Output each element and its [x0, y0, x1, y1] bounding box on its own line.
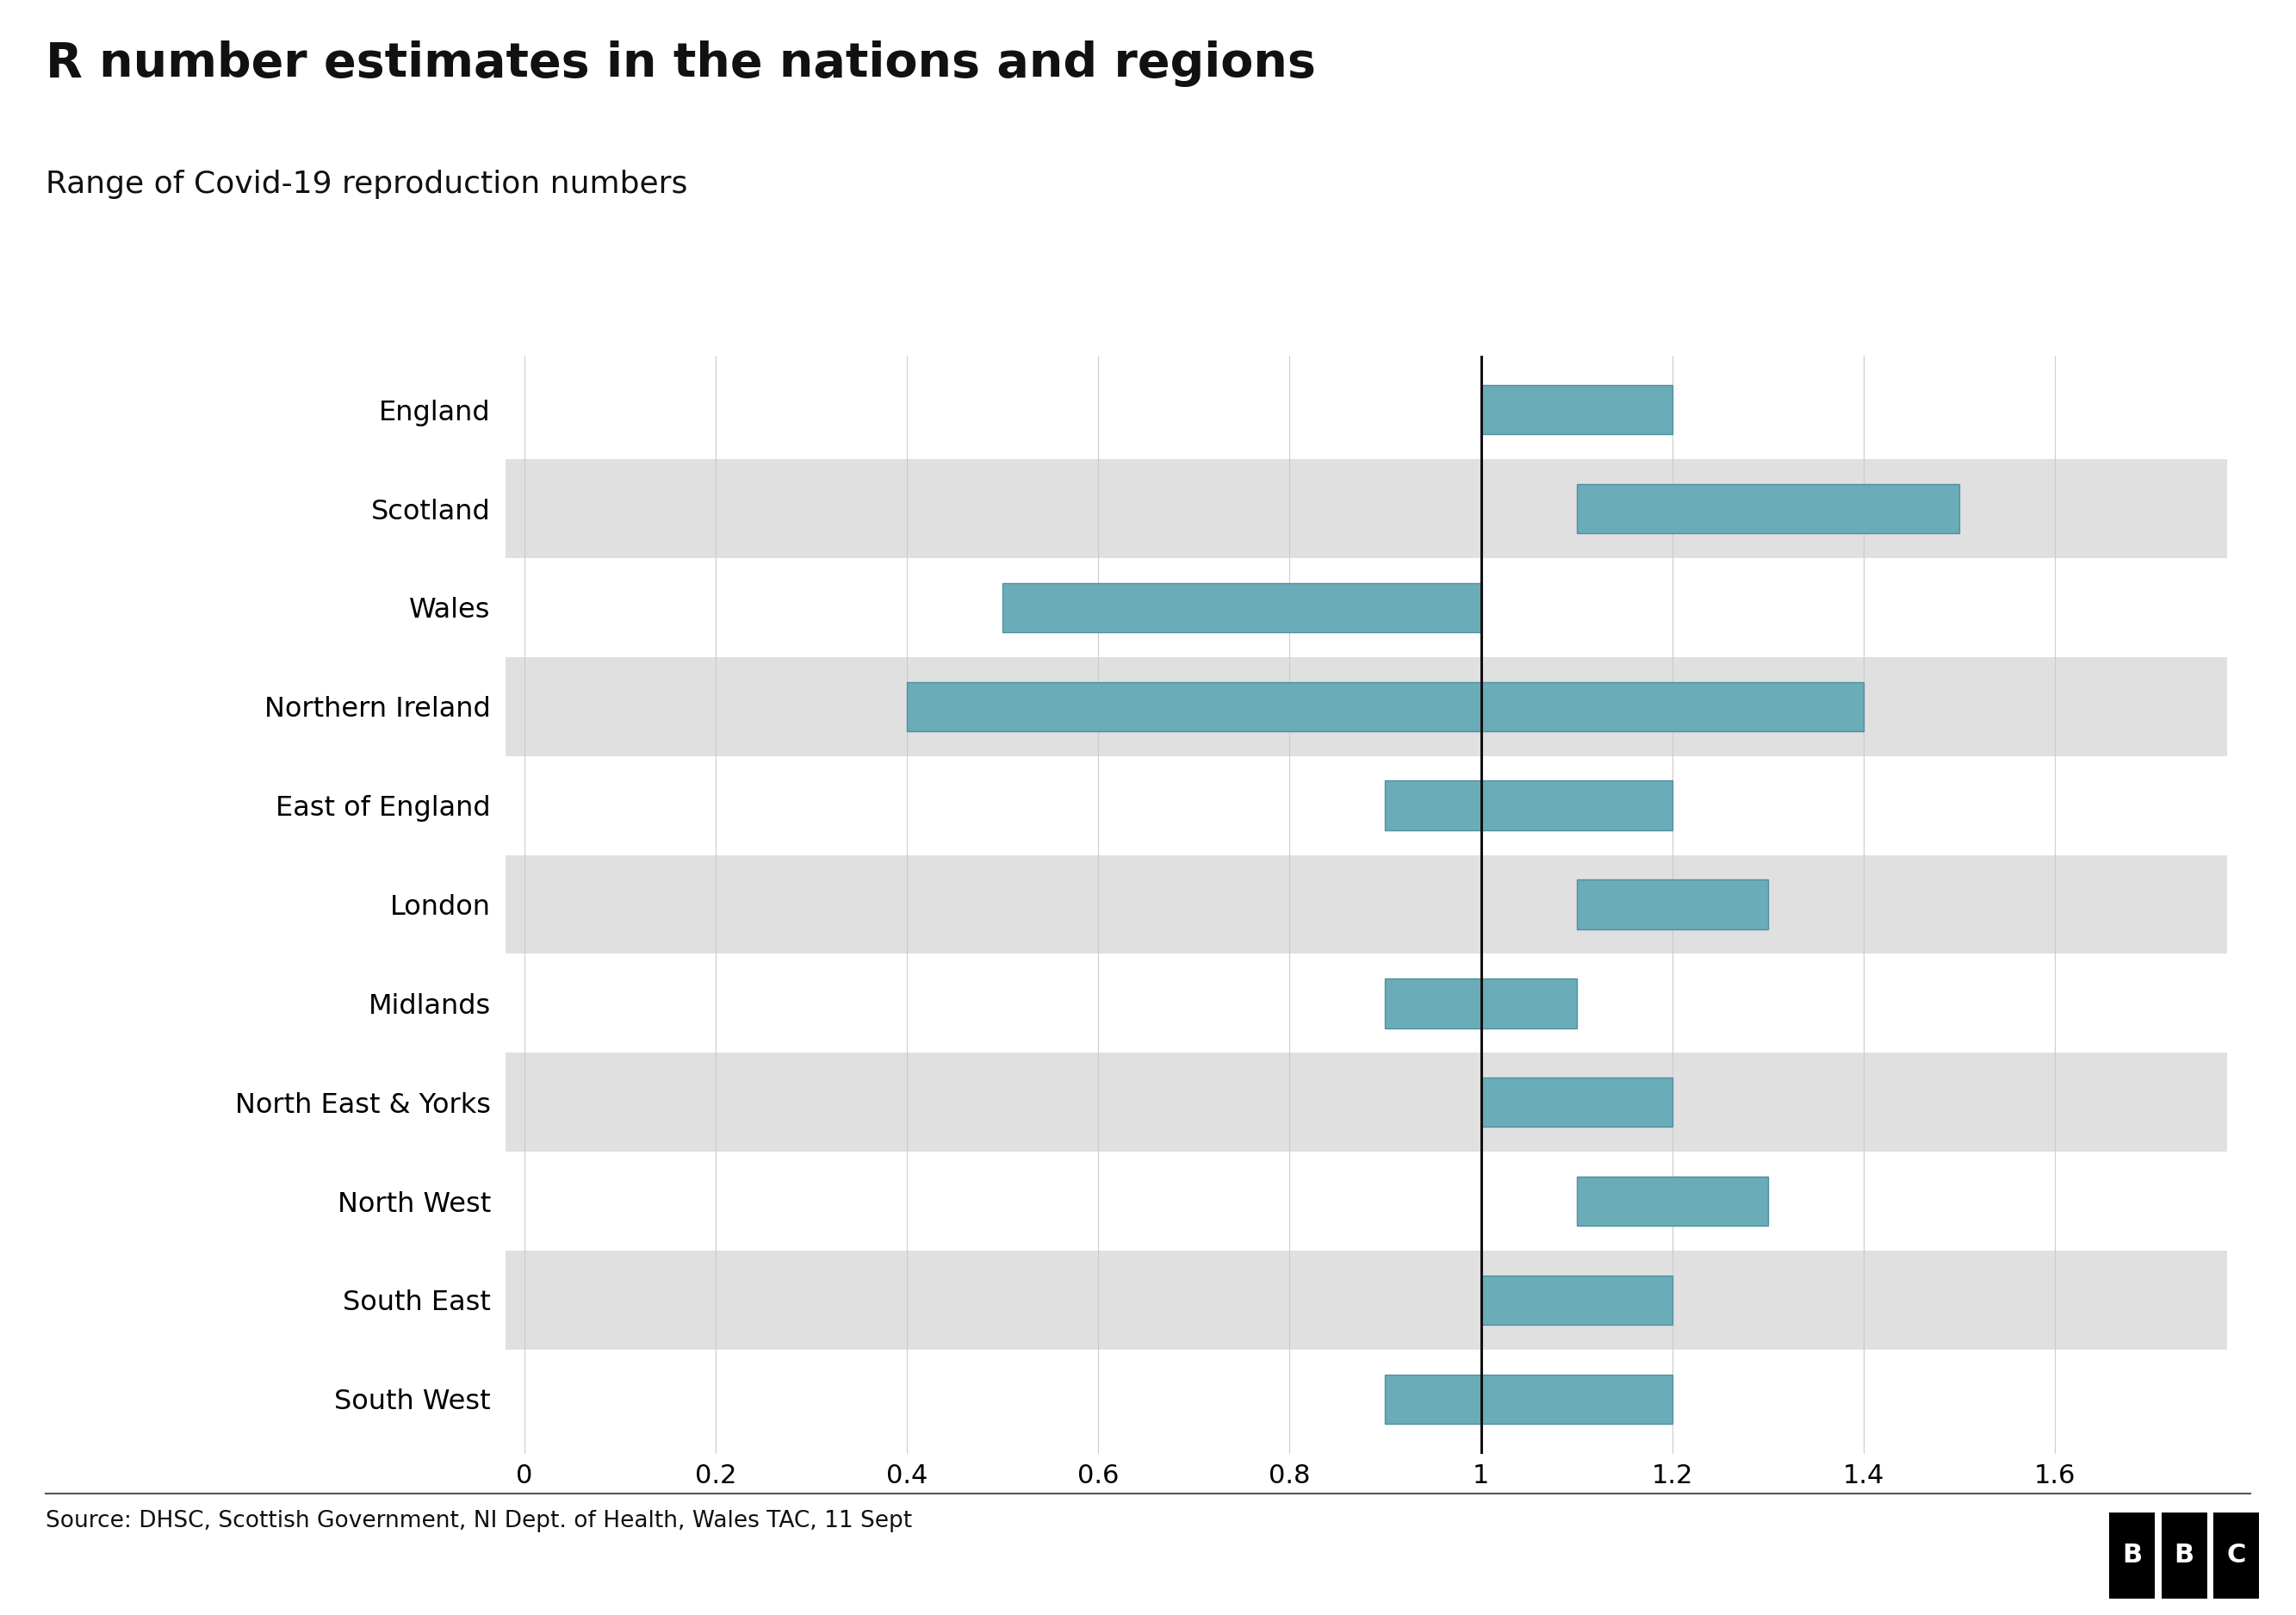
- FancyBboxPatch shape: [2161, 1512, 2206, 1599]
- Text: R number estimates in the nations and regions: R number estimates in the nations and re…: [46, 40, 1316, 87]
- Text: Source: DHSC, Scottish Government, NI Dept. of Health, Wales TAC, 11 Sept: Source: DHSC, Scottish Government, NI De…: [46, 1510, 912, 1533]
- Bar: [1481, 1276, 1671, 1324]
- FancyBboxPatch shape: [2110, 1512, 2156, 1599]
- Bar: [907, 682, 1864, 732]
- Bar: [1577, 880, 1768, 929]
- Bar: [505, 459, 2227, 559]
- FancyBboxPatch shape: [2213, 1512, 2259, 1599]
- Bar: [505, 1053, 2227, 1151]
- Bar: [1577, 484, 1958, 533]
- Bar: [1384, 1374, 1671, 1424]
- Bar: [1481, 384, 1671, 434]
- Bar: [1003, 583, 1481, 633]
- Bar: [1481, 1077, 1671, 1127]
- Text: B: B: [2122, 1542, 2142, 1568]
- Text: C: C: [2227, 1542, 2245, 1568]
- Bar: [505, 657, 2227, 756]
- Text: B: B: [2174, 1542, 2195, 1568]
- Bar: [505, 854, 2227, 954]
- Bar: [1384, 780, 1671, 830]
- Bar: [1577, 1176, 1768, 1226]
- Bar: [505, 1250, 2227, 1350]
- Bar: [1384, 979, 1577, 1029]
- Text: Range of Covid-19 reproduction numbers: Range of Covid-19 reproduction numbers: [46, 170, 689, 199]
